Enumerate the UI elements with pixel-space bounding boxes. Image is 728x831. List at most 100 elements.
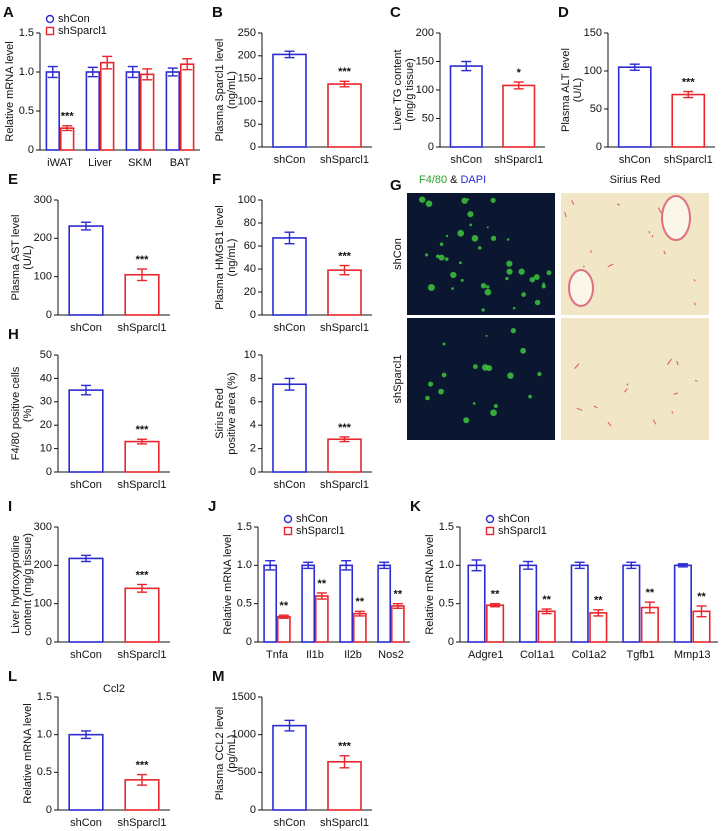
bar [85, 71, 101, 151]
bar [301, 564, 316, 643]
error-bar [339, 264, 350, 276]
error-bar [523, 560, 534, 570]
stain [652, 419, 657, 425]
bar [272, 724, 307, 811]
bar [589, 612, 608, 643]
stain [574, 363, 580, 369]
y-tick-label: 0.5 [439, 598, 454, 610]
error-bar [127, 65, 138, 79]
bar [339, 564, 354, 643]
error-bar [137, 583, 147, 593]
error-bar [341, 560, 352, 571]
x-tick-label: Tgfb1 [627, 649, 655, 661]
stain [576, 407, 583, 411]
bar [570, 564, 589, 643]
y-tick-label: 200 [416, 27, 434, 39]
x-tick-label: shSparcl1 [664, 154, 713, 166]
x-tick-label: Col1a1 [520, 649, 555, 661]
y-tick-label: 0 [250, 141, 256, 153]
y-axis-label: positive area (%) [226, 372, 238, 455]
x-tick-label: shSparcl1 [494, 154, 543, 166]
y-axis-label: Relative mRNA level [222, 534, 234, 634]
y-axis-label: Plasma Sparcl1 level [214, 39, 226, 142]
y-tick-label: 1.5 [439, 521, 454, 533]
y-axis-label: content (mg/g tissue) [22, 533, 34, 636]
micrograph [407, 193, 555, 315]
stain [457, 229, 465, 237]
stain [510, 328, 517, 334]
significance: *** [61, 111, 75, 123]
x-tick-label: BAT [170, 157, 191, 169]
stain [490, 197, 496, 203]
y-tick-label: 100 [584, 65, 602, 77]
bar [68, 733, 104, 811]
significance: *** [338, 422, 352, 434]
error-bar [284, 231, 295, 245]
significance: *** [338, 741, 352, 753]
stain [438, 388, 444, 395]
x-tick-label: shSparcl1 [320, 817, 369, 829]
stain [439, 242, 444, 247]
bar [124, 273, 160, 316]
error-bar [379, 561, 390, 570]
stain [616, 203, 621, 206]
y-axis-label: Relative mRNA level [424, 534, 436, 634]
panel-letter: A [3, 4, 14, 21]
panel-letter: D [558, 4, 569, 21]
x-tick-label: shSparcl1 [320, 322, 369, 334]
x-tick-label: Col1a2 [572, 649, 607, 661]
stain [534, 299, 541, 306]
legend-label: shSparcl1 [58, 25, 107, 37]
stain [425, 395, 430, 401]
legend-marker [283, 526, 293, 536]
stain [667, 358, 672, 365]
stain [651, 234, 654, 238]
significance: *** [136, 759, 150, 771]
y-tick-label: 0 [28, 144, 34, 156]
panel-letter: E [8, 171, 18, 188]
x-tick-label: Adgre1 [468, 649, 503, 661]
row-label: shCon [392, 238, 404, 270]
x-tick-label: shSparcl1 [320, 154, 369, 166]
column-label-part: DAPI [460, 174, 486, 186]
stain [663, 250, 666, 255]
stain [546, 270, 552, 276]
stain [607, 421, 612, 427]
x-tick-label: shCon [619, 154, 651, 166]
y-tick-label: 4 [250, 419, 256, 431]
y-axis-label: Liver TG content [392, 49, 404, 130]
panel-letter: J [208, 498, 216, 515]
stain [507, 372, 514, 379]
y-tick-label: 20 [244, 286, 256, 298]
stain [472, 402, 476, 405]
x-tick-label: shSparcl1 [118, 649, 167, 661]
y-tick-label: 50 [244, 118, 256, 130]
stain [467, 198, 470, 201]
panel-letter: M [212, 668, 225, 685]
error-bar [142, 68, 153, 81]
y-tick-label: 50 [590, 103, 602, 115]
stain [435, 254, 440, 259]
bar [537, 610, 556, 643]
stain [512, 306, 516, 310]
y-tick-label: 40 [244, 263, 256, 275]
error-bar [461, 60, 472, 72]
x-tick-label: Liver [88, 157, 112, 169]
legend-label: shCon [296, 513, 328, 525]
x-tick-label: SKM [128, 157, 152, 169]
y-tick-label: 0 [46, 466, 52, 478]
stain [425, 200, 433, 207]
y-axis-label: Plasma CCL2 level [214, 707, 226, 801]
legend-label: shSparcl1 [498, 525, 547, 537]
x-tick-label: shSparcl1 [118, 322, 167, 334]
bar [449, 65, 483, 148]
error-bar [339, 436, 350, 443]
x-tick-label: iWAT [47, 157, 73, 169]
x-tick-label: Nos2 [378, 649, 404, 661]
y-axis-label: (%) [22, 405, 34, 422]
stain [427, 284, 435, 291]
panel-letter: G [390, 177, 402, 194]
bar [276, 615, 291, 643]
bar [327, 269, 362, 316]
legend-label: shCon [498, 513, 530, 525]
